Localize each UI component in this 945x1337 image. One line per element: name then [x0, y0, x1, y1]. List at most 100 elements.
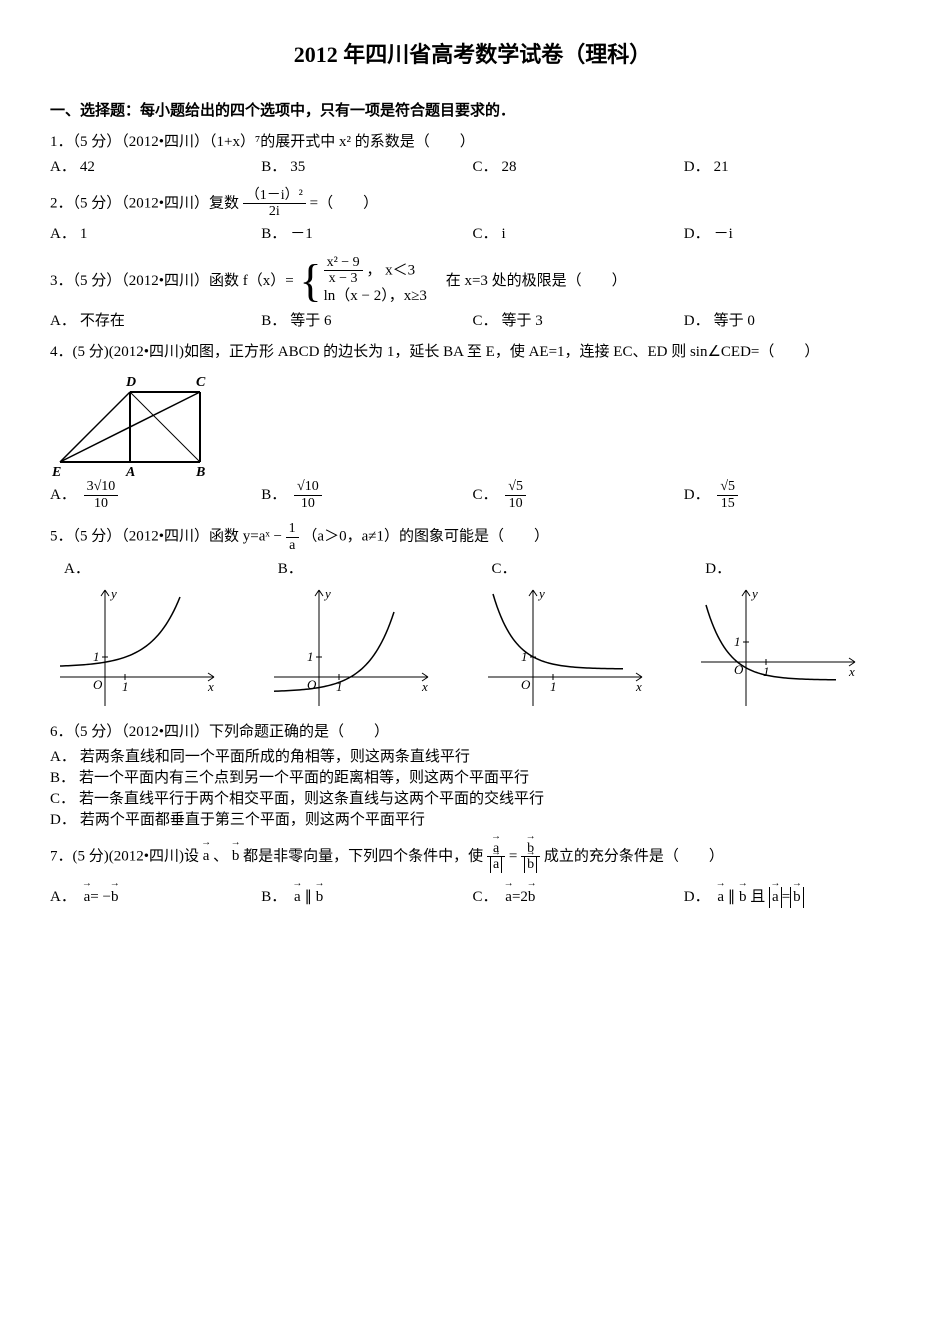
- opt-label: D．: [684, 487, 710, 503]
- svg-text:B: B: [195, 465, 205, 477]
- opt-value: 若两条直线和同一个平面所成的角相等，则这两条直线平行: [80, 749, 470, 765]
- q5-opt-d: D．yxO11: [691, 559, 895, 712]
- opt-value: 28: [502, 159, 517, 175]
- vector-a-icon: a: [493, 857, 499, 872]
- opt-label: A．: [50, 226, 76, 242]
- vector-b-icon: b: [739, 887, 747, 908]
- q2-suffix: =（ ）: [310, 195, 378, 211]
- q6-opt-d: D．若两个平面都垂直于第三个平面，则这两个平面平行: [50, 810, 895, 831]
- svg-text:A: A: [125, 465, 135, 477]
- opt-label: C．: [492, 559, 682, 580]
- q7-frac-a: a a: [487, 841, 505, 873]
- q6-opt-a: A．若两条直线和同一个平面所成的角相等，则这两条直线平行: [50, 747, 895, 768]
- opt-label: D．: [705, 559, 895, 580]
- svg-text:C: C: [196, 375, 206, 390]
- q5-suffix: （a＞0，a≠1）的图象可能是（ ）: [302, 528, 549, 544]
- q3-opt-a: A．不存在: [50, 311, 261, 332]
- q4-options: A． 3√1010 B． √1010 C． √510 D． √515: [50, 479, 895, 511]
- vector-a-icon: a: [294, 887, 301, 908]
- q4-frac-a: 3√1010: [84, 479, 119, 511]
- frac-den: 2i: [243, 204, 306, 219]
- svg-text:y: y: [109, 586, 117, 601]
- q5-prefix: 5．（5 分）（2012•四川）函数 y=aˣ −: [50, 528, 282, 544]
- q6-opt-c: C．若一条直线平行于两个相交平面，则这条直线与这两个平面的交线平行: [50, 789, 895, 810]
- q4-opt-a: A． 3√1010: [50, 479, 261, 511]
- svg-text:x: x: [848, 664, 855, 679]
- opt-label: B．: [261, 159, 286, 175]
- opt-label: C．: [473, 889, 498, 905]
- frac-den: b: [521, 857, 540, 872]
- eq: =2: [512, 889, 528, 905]
- frac-den: 15: [717, 496, 738, 511]
- q4-opt-d: D． √515: [684, 479, 895, 511]
- q4-frac-d: √515: [717, 479, 738, 511]
- q5-frac: 1 a: [286, 521, 299, 553]
- frac-den: a: [487, 857, 505, 872]
- q5-graph-d: yxO11: [691, 582, 861, 712]
- opt-label: A．: [50, 159, 76, 175]
- q2-fraction: （1－i）² 2i: [243, 188, 306, 220]
- vector-b-icon: b: [527, 857, 534, 872]
- q6-opt-b: B．若一个平面内有三个点到另一个平面的距离相等，则这两个平面平行: [50, 768, 895, 789]
- q3-frac: x² − 9 x − 3: [324, 255, 363, 287]
- q2-opt-a: A．1: [50, 224, 261, 245]
- abs-a: a: [769, 887, 782, 908]
- q7-options: A． a= −b B． a ∥ b C． a=2b D． a ∥ b 且 a=b: [50, 887, 895, 908]
- svg-text:1: 1: [93, 649, 100, 664]
- q3-opt-b: B．等于 6: [261, 311, 472, 332]
- q3-opt-c: C．等于 3: [473, 311, 684, 332]
- q3-options: A．不存在 B．等于 6 C．等于 3 D．等于 0: [50, 311, 895, 332]
- q1-opt-b: B．35: [261, 157, 472, 178]
- svg-text:x: x: [207, 679, 214, 694]
- opt-value: 等于 6: [290, 313, 331, 329]
- svg-text:1: 1: [734, 634, 741, 649]
- abs-b: b: [524, 857, 537, 872]
- opt-label: B．: [261, 889, 286, 905]
- q2-prefix: 2．（5 分）（2012•四川）复数: [50, 195, 239, 211]
- frac-den: 10: [84, 496, 119, 511]
- svg-text:O: O: [521, 677, 531, 692]
- opt-value: 若一条直线平行于两个相交平面，则这条直线与这两个平面的交线平行: [79, 791, 544, 807]
- q7-prefix: 7．(5 分)(2012•四川)设: [50, 848, 199, 864]
- opt-label: A．: [50, 487, 76, 503]
- question-4: 4．(5 分)(2012•四川)如图，正方形 ABCD 的边长为 1，延长 BA…: [50, 342, 895, 363]
- opt-label: A．: [50, 889, 76, 905]
- vector-b-icon: b: [111, 887, 119, 908]
- abs-a: a: [490, 857, 502, 872]
- section-heading: 一、选择题：每小题给出的四个选项中，只有一项是符合题目要求的．: [50, 101, 895, 122]
- piecewise-row-1: x² − 9 x − 3 ， x＜3: [324, 255, 427, 287]
- svg-text:x: x: [635, 679, 642, 694]
- opt-label: D．: [684, 226, 710, 242]
- q7-frac-b: b b: [521, 841, 540, 873]
- svg-text:y: y: [323, 586, 331, 601]
- q3-opt-d: D．等于 0: [684, 311, 895, 332]
- q4-opt-b: B． √1010: [261, 479, 472, 511]
- q1-opt-d: D．21: [684, 157, 895, 178]
- opt-value: 等于 0: [714, 313, 755, 329]
- q7-opt-d: D． a ∥ b 且 a=b: [684, 887, 895, 908]
- svg-text:O: O: [93, 677, 103, 692]
- opt-label: B．: [278, 559, 468, 580]
- q3-suffix: 在 x=3 处的极限是（ ）: [431, 272, 627, 288]
- svg-text:y: y: [537, 586, 545, 601]
- svg-text:E: E: [51, 465, 61, 477]
- svg-text:1: 1: [550, 679, 557, 694]
- piecewise-body: x² − 9 x − 3 ， x＜3 ln（x − 2），x≥3: [324, 255, 427, 308]
- q5-opt-a: A．yxO11: [50, 559, 254, 712]
- q7-opt-c: C． a=2b: [473, 887, 684, 908]
- vector-b-icon: b: [316, 887, 324, 908]
- q5-opt-b: B．yxO11: [264, 559, 468, 712]
- q1-opt-c: C．28: [473, 157, 684, 178]
- q4-frac-b: √1010: [294, 479, 322, 511]
- abs-b: b: [790, 887, 804, 908]
- svg-text:D: D: [125, 375, 136, 390]
- q3-cond1: ， x＜3: [366, 262, 415, 278]
- opt-label: A．: [64, 559, 254, 580]
- opt-value: i: [502, 226, 506, 242]
- opt-value: －i: [714, 226, 733, 242]
- frac-den: x − 3: [324, 271, 363, 286]
- frac-num: √10: [294, 479, 322, 495]
- svg-text:1: 1: [307, 649, 314, 664]
- brace-icon: {: [299, 258, 321, 304]
- opt-label: B．: [50, 770, 75, 786]
